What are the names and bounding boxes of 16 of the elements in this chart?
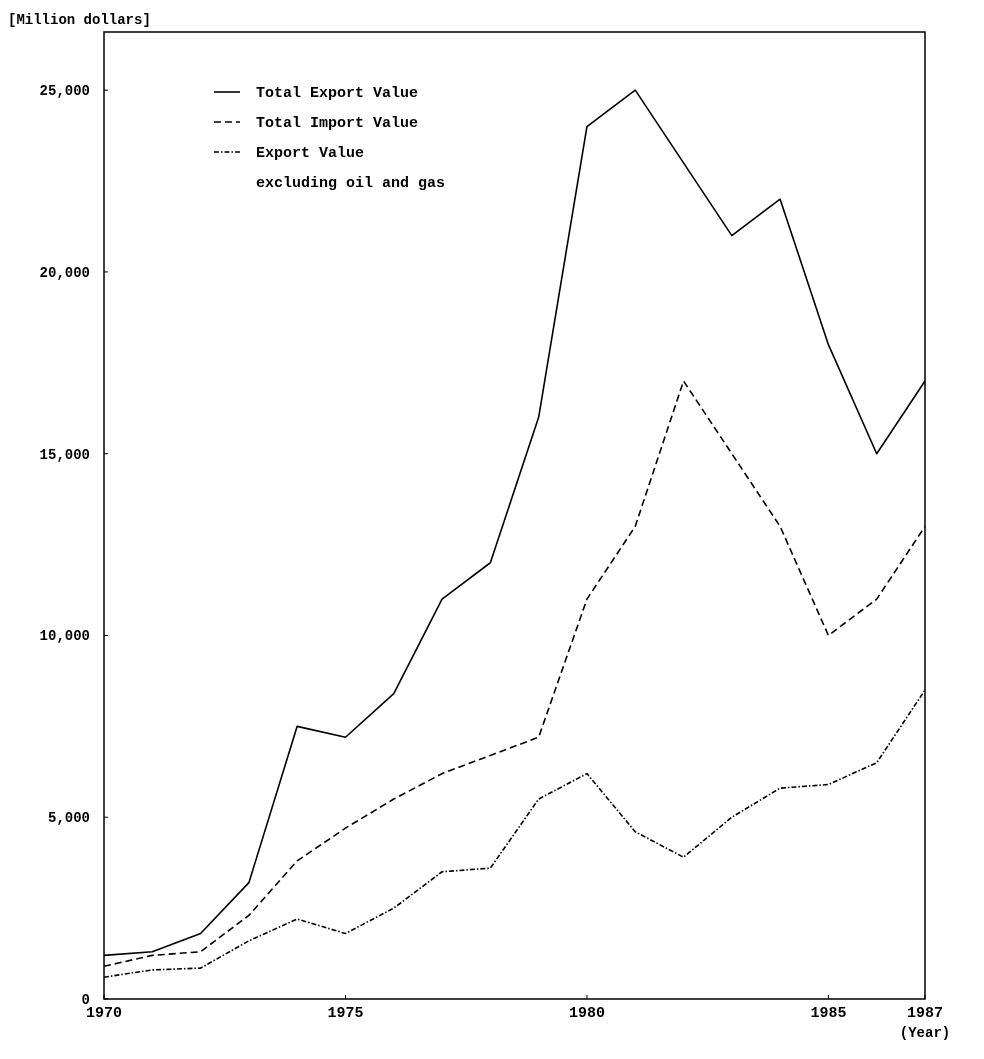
x-tick-label: 1987 bbox=[906, 1005, 944, 1022]
y-tick-label: 10,000 bbox=[39, 628, 90, 645]
legend-label: Total Export Value bbox=[256, 85, 419, 102]
legend-label: Export Value excluding oil and gas bbox=[256, 145, 446, 192]
y-tick-label: 0 bbox=[81, 992, 90, 1008]
y-axis-title: [Million dollars] bbox=[8, 12, 151, 28]
x-tick-label: 1970 bbox=[85, 1005, 123, 1022]
y-tick-label: 25,000 bbox=[39, 83, 90, 100]
legend-label: Total Import Value bbox=[256, 115, 419, 132]
x-tick-label: 1980 bbox=[568, 1005, 605, 1022]
x-tick-label: 1975 bbox=[327, 1005, 364, 1022]
y-tick-label: 20,000 bbox=[39, 264, 90, 281]
x-tick-label: 1985 bbox=[810, 1005, 847, 1022]
y-tick-label: 15,000 bbox=[39, 446, 90, 463]
y-tick-label: 5,000 bbox=[47, 810, 90, 827]
text: (Year) bbox=[899, 1025, 951, 1041]
